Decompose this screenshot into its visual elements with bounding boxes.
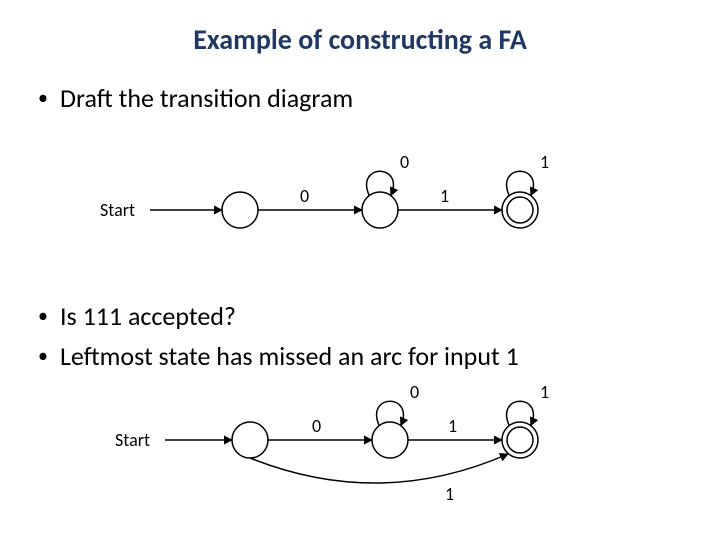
bullet-dot-icon: •	[38, 300, 48, 326]
bullet-dot-icon: •	[38, 340, 48, 366]
start-label: Start	[100, 199, 135, 221]
edge-label: 1	[448, 415, 457, 437]
state-node	[232, 422, 268, 458]
edge-label: 1	[540, 151, 549, 173]
bullet-dot-icon: •	[38, 82, 48, 108]
edge-label: 1	[540, 381, 549, 403]
page-title: Example of constructing a FA	[0, 22, 720, 57]
state-node	[372, 422, 408, 458]
bullet-item: • Draft the transition diagram	[38, 82, 353, 114]
bullet-item: • Is 111 accepted?	[38, 300, 236, 332]
bullet-text: Leftmost state has missed an arc for inp…	[60, 340, 519, 372]
fa-diagram-1: Start 0 1 0 1	[90, 140, 610, 260]
edge-label: 1	[445, 483, 454, 505]
edge-label: 0	[300, 185, 309, 207]
edge-label: 0	[410, 381, 419, 403]
state-node	[362, 192, 398, 228]
start-label: Start	[115, 429, 150, 451]
bullet-item: • Leftmost state has missed an arc for in…	[38, 340, 519, 372]
bullet-text: Is 111 accepted?	[60, 300, 236, 332]
state-node	[222, 192, 258, 228]
fa-diagram-2: Start 0 1 0 1 1	[90, 380, 610, 530]
curved-edge	[250, 454, 508, 483]
edge-label: 0	[400, 151, 409, 173]
edge-label: 1	[440, 185, 449, 207]
bullet-text: Draft the transition diagram	[60, 82, 353, 114]
edge-label: 0	[312, 415, 321, 437]
